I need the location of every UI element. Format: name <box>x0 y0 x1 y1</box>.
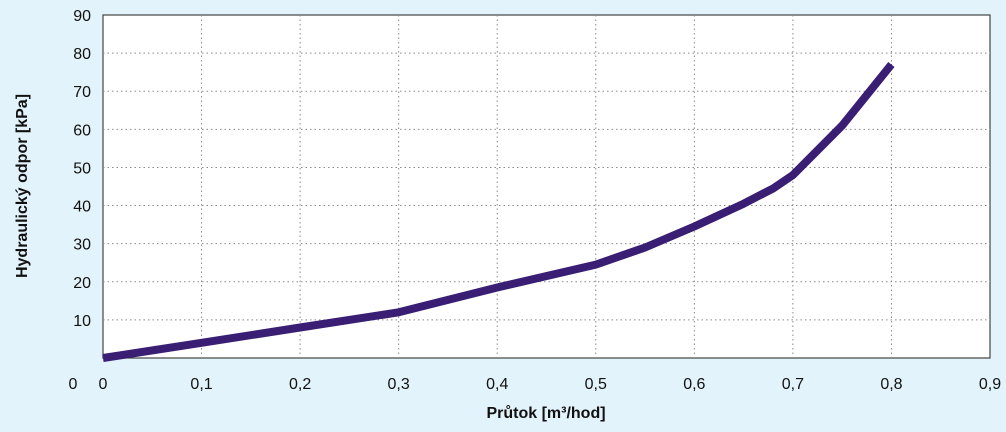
y-tick-label: 60 <box>73 122 91 139</box>
y-tick-label: 10 <box>73 313 91 330</box>
x-tick-label: 0,8 <box>880 376 902 393</box>
x-tick-label: 0 <box>99 376 108 393</box>
series-layer <box>102 61 895 362</box>
data-point <box>496 286 498 288</box>
y-tick-label: 40 <box>73 199 91 216</box>
y-axis-label: Hydraulický odpor [kPa] <box>14 94 31 278</box>
x-tick-label: 0,2 <box>289 376 311 393</box>
x-tick-label: 0,6 <box>683 376 705 393</box>
origin-label: 0 <box>69 376 78 393</box>
data-point <box>772 187 774 189</box>
x-tick-label: 0,3 <box>388 376 410 393</box>
data-point <box>890 64 892 66</box>
plot-area <box>102 14 991 359</box>
y-axis-ticks: 10 20 30 40 50 60 70 80 90 <box>73 8 91 330</box>
x-tick-label: 0,5 <box>585 376 607 393</box>
data-point <box>743 203 745 205</box>
data-point <box>201 342 203 344</box>
y-tick-label: 80 <box>73 46 91 63</box>
y-tick-label: 50 <box>73 160 91 177</box>
x-tick-label: 0,4 <box>486 376 508 393</box>
x-axis-label: Průtok [m³/hod] <box>486 405 605 422</box>
data-point <box>299 327 301 329</box>
x-tick-label: 0,1 <box>190 376 212 393</box>
data-point <box>644 246 646 248</box>
data-point <box>841 125 843 127</box>
data-point <box>693 226 695 228</box>
y-tick-label: 90 <box>73 8 91 25</box>
y-tick-label: 20 <box>73 275 91 292</box>
y-tick-label: 70 <box>73 84 91 101</box>
data-point <box>595 264 597 266</box>
x-axis-ticks: 0 0,1 0,2 0,3 0,4 0,5 0,6 0,7 0,8 0,9 0 <box>69 376 1002 393</box>
x-tick-label: 0,7 <box>782 376 804 393</box>
x-tick-label: 0,9 <box>979 376 1001 393</box>
data-point <box>792 174 794 176</box>
data-point <box>398 311 400 313</box>
data-point <box>102 357 104 359</box>
y-tick-label: 30 <box>73 237 91 254</box>
